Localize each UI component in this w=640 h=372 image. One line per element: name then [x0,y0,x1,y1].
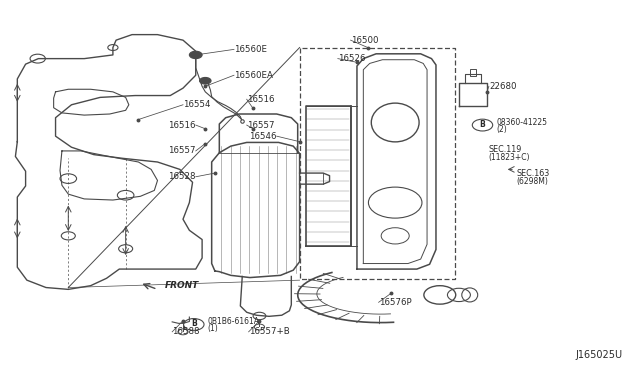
Circle shape [189,51,202,59]
Text: 16516: 16516 [246,95,274,104]
Text: 08360-41225: 08360-41225 [497,118,547,126]
Text: 16576P: 16576P [379,298,412,307]
Text: SEC.119: SEC.119 [489,145,522,154]
Text: B: B [191,319,196,328]
Text: 0B1B6-6161A: 0B1B6-6161A [208,317,260,326]
Text: 16546: 16546 [249,132,276,141]
Text: 16516: 16516 [168,121,196,129]
Text: (1): (1) [208,324,219,333]
Text: 16557: 16557 [246,121,274,129]
Text: 16557: 16557 [168,147,196,155]
Text: 22680: 22680 [489,82,516,91]
Text: J165025U: J165025U [575,350,623,360]
Text: 16500: 16500 [351,36,378,45]
Text: 16554: 16554 [183,100,211,109]
Text: 16526: 16526 [338,54,365,63]
Text: 16557+B: 16557+B [248,327,289,336]
Circle shape [200,77,211,84]
Text: SEC.163: SEC.163 [516,169,550,177]
Text: (11823+C): (11823+C) [489,153,531,162]
Text: 16560E: 16560E [234,45,267,54]
Text: (6298M): (6298M) [516,177,548,186]
Text: B: B [479,120,485,129]
Text: (2): (2) [497,125,508,134]
Text: 16588: 16588 [172,327,200,336]
Text: FRONT: FRONT [165,281,200,290]
Text: 16560EA: 16560EA [234,71,273,80]
Text: 16528: 16528 [168,172,196,181]
Bar [470,69,476,76]
